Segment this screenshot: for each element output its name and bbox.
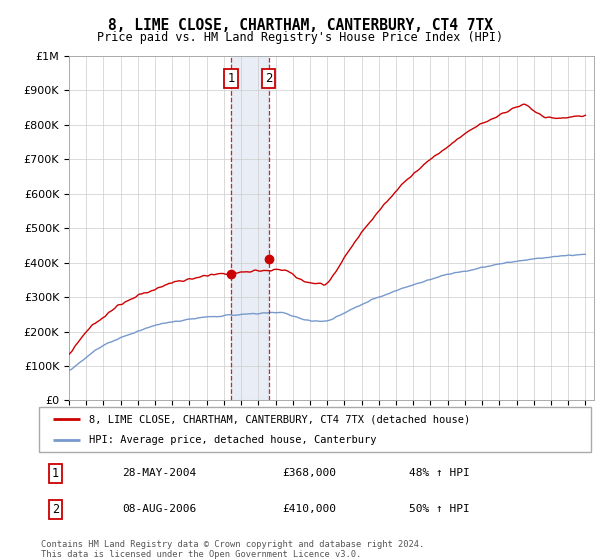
Text: 8, LIME CLOSE, CHARTHAM, CANTERBURY, CT4 7TX: 8, LIME CLOSE, CHARTHAM, CANTERBURY, CT4… <box>107 18 493 33</box>
Bar <box>231 56 268 400</box>
Text: Contains HM Land Registry data © Crown copyright and database right 2024.: Contains HM Land Registry data © Crown c… <box>41 540 424 549</box>
Text: 48% ↑ HPI: 48% ↑ HPI <box>409 469 470 478</box>
Text: HPI: Average price, detached house, Canterbury: HPI: Average price, detached house, Cant… <box>89 435 376 445</box>
Text: £368,000: £368,000 <box>282 469 336 478</box>
Text: Price paid vs. HM Land Registry's House Price Index (HPI): Price paid vs. HM Land Registry's House … <box>97 31 503 44</box>
Text: £410,000: £410,000 <box>282 505 336 514</box>
Text: 50% ↑ HPI: 50% ↑ HPI <box>409 505 470 514</box>
Text: 8, LIME CLOSE, CHARTHAM, CANTERBURY, CT4 7TX (detached house): 8, LIME CLOSE, CHARTHAM, CANTERBURY, CT4… <box>89 414 470 424</box>
Text: 1: 1 <box>52 467 59 480</box>
Text: 2: 2 <box>265 72 272 85</box>
Text: 2: 2 <box>52 503 59 516</box>
Text: This data is licensed under the Open Government Licence v3.0.: This data is licensed under the Open Gov… <box>41 550 361 559</box>
Text: 1: 1 <box>227 72 235 85</box>
Text: 28-MAY-2004: 28-MAY-2004 <box>122 469 196 478</box>
Text: 08-AUG-2006: 08-AUG-2006 <box>122 505 196 514</box>
